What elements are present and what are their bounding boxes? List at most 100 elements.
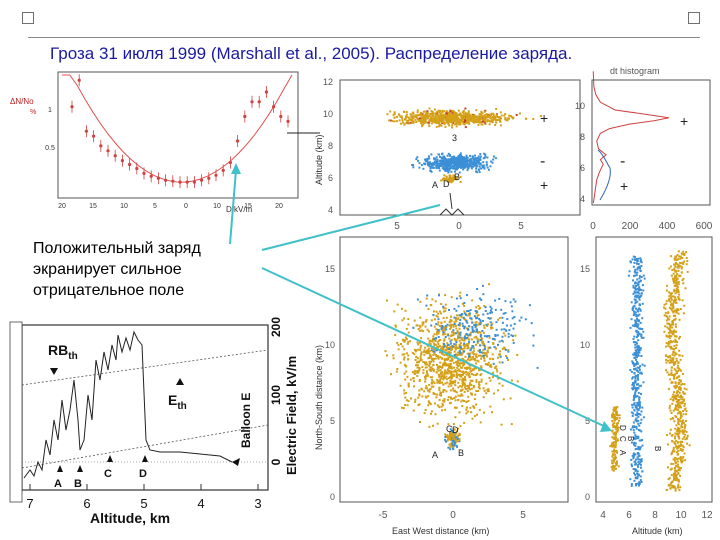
plan-core-point — [452, 432, 454, 435]
plan-positive-point — [435, 396, 438, 399]
plan-negative-point — [482, 293, 485, 296]
altitude-positive-point — [446, 121, 449, 124]
side-negative-point — [630, 458, 633, 461]
side-low-positive-point — [614, 444, 617, 447]
side-low-positive-point — [614, 434, 617, 437]
side-positive-point — [668, 483, 671, 486]
altitude-x-tick: 5 — [394, 221, 400, 232]
plan-positive-point — [395, 370, 398, 373]
plan-positive-point — [413, 385, 415, 388]
altitude-positive-point — [393, 113, 396, 115]
altitude-negative-point — [430, 162, 433, 165]
plan-positive-point — [475, 362, 477, 365]
side-negative-point — [636, 452, 639, 455]
altitude-negative-point — [455, 166, 458, 169]
plan-negative-point — [510, 305, 513, 308]
plan-negative-point — [462, 325, 465, 328]
plan-positive-point — [457, 399, 459, 401]
side-positive-point — [672, 272, 675, 275]
altitude-positive-point — [467, 120, 470, 123]
side-negative-point — [640, 410, 643, 413]
plan-negative-point — [508, 329, 511, 332]
side-positive-point — [682, 391, 685, 393]
side-negative-point — [639, 296, 642, 298]
side-positive-point — [677, 283, 680, 286]
side-positive-point — [672, 311, 675, 314]
plan-positive-point — [425, 396, 428, 399]
plan-positive-point — [435, 354, 438, 356]
side-positive-point — [676, 277, 679, 280]
plan-positive-point — [503, 347, 506, 350]
side-negative-point — [636, 334, 639, 337]
altitude-positive-point — [451, 121, 454, 124]
plan-positive-point — [453, 332, 456, 335]
plan-positive-point — [454, 324, 457, 327]
plan-positive-point — [429, 376, 432, 379]
side-negative-point — [633, 363, 636, 366]
plan-positive-point — [438, 375, 441, 378]
plan-positive-point — [421, 324, 424, 327]
profile-plot: ΔN/No % D kV/m 20 15 10 5 0 10 15 20 10.5 — [10, 71, 299, 214]
side-positive-point — [685, 257, 688, 259]
plan-positive-point — [440, 312, 443, 315]
plan-positive-point — [416, 324, 419, 327]
plan-positive-point — [449, 319, 452, 321]
side-positive-point — [671, 440, 674, 443]
side-negative-point — [643, 364, 646, 367]
altitude-positive-point — [457, 117, 460, 120]
plan-positive-point — [424, 395, 427, 398]
plan-negative-point — [430, 349, 433, 352]
altitude-positive-point — [518, 112, 521, 115]
side-positive-point — [673, 375, 676, 378]
plan-positive-point — [451, 370, 454, 373]
altitude-positive-point — [424, 113, 427, 115]
side-positive-point — [672, 409, 675, 412]
side-negative-point — [631, 465, 633, 468]
side-positive-point — [681, 279, 684, 282]
side-positive-point — [672, 476, 675, 478]
altitude-positive-point — [503, 114, 506, 117]
profile-point — [92, 134, 96, 138]
altitude-x-tick: 5 — [518, 221, 524, 232]
altitude-negative-point — [418, 166, 421, 169]
top-rule — [28, 37, 700, 38]
side-positive-point — [675, 405, 678, 408]
side-positive-point — [681, 441, 684, 443]
altitude-negative-point — [438, 169, 441, 172]
plan-positive-point — [463, 310, 466, 313]
plan-positive-point — [424, 387, 427, 390]
plan-positive-point — [492, 343, 495, 346]
side-positive-point — [681, 460, 684, 462]
side-positive-point — [669, 378, 672, 381]
plan-positive-point — [474, 330, 477, 333]
plan-positive-point — [472, 347, 475, 350]
plan-core-point — [455, 430, 458, 433]
altitude-positive-point — [443, 178, 446, 181]
side-positive-point — [686, 270, 689, 273]
side-negative-point — [636, 435, 639, 438]
side-low-positive-point — [615, 428, 618, 431]
altitude-positive-point — [496, 116, 499, 118]
altitude-positive-point — [466, 114, 468, 117]
side-negative-point — [633, 372, 636, 375]
balloon-label-balloon: Balloon E — [239, 393, 253, 448]
altitude-positive-point — [497, 119, 500, 121]
plan-positive-point — [443, 329, 446, 332]
plan-positive-point — [432, 358, 435, 360]
plan-positive-point — [495, 365, 498, 368]
side-negative-point — [641, 406, 644, 409]
plan-positive-point — [458, 327, 461, 330]
profile-point — [279, 114, 283, 119]
side-negative-point — [641, 317, 644, 320]
side-positive-point — [676, 447, 679, 450]
altitude-positive-point — [488, 123, 491, 126]
plan-positive-point — [468, 367, 471, 370]
plan-negative-point — [446, 323, 449, 326]
side-low-positive-point — [617, 465, 620, 468]
altitude-negative-point — [415, 158, 418, 160]
plan-y-tick: 10 — [325, 340, 335, 350]
plan-core-point — [452, 445, 455, 448]
altitude-negative-point — [470, 161, 473, 164]
altitude-positive-point — [438, 110, 441, 112]
side-positive-point — [675, 277, 678, 280]
